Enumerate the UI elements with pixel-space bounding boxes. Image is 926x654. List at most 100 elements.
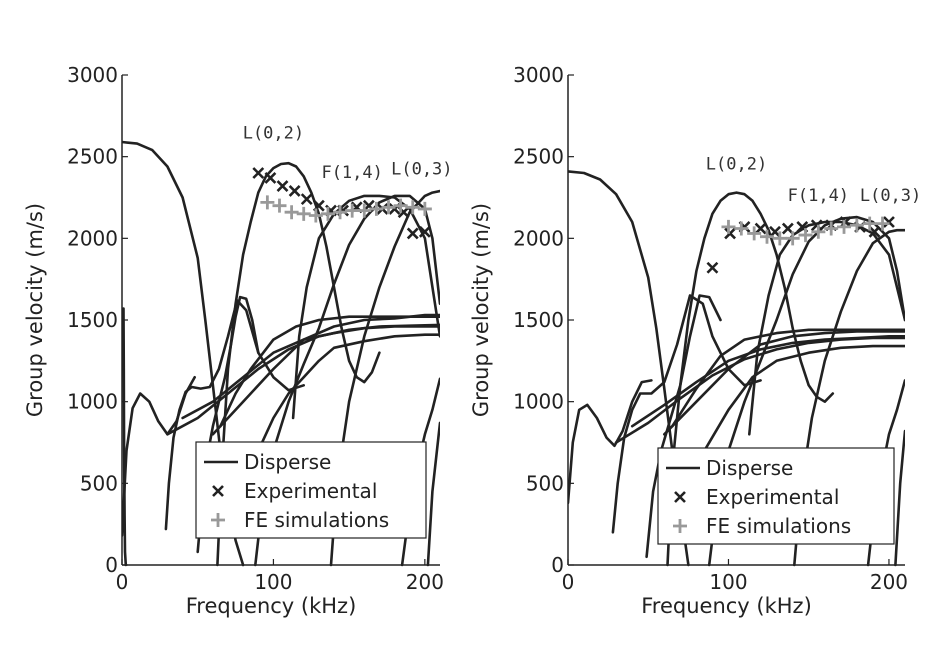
disperse-curve <box>254 194 440 567</box>
experimental-point <box>810 219 823 232</box>
experimental-point <box>300 193 313 206</box>
mode-label: L(0,2) <box>243 124 304 144</box>
disperse-curve <box>568 379 653 505</box>
experimental-point <box>754 222 767 235</box>
y-tick-label: 500 <box>80 471 118 495</box>
chart-right: 0 500 1000 1500 2000 2500 3000 0 100 200 Frequency… <box>469 63 921 618</box>
y-tick-label: 2000 <box>513 226 564 250</box>
legend-entry-label: FE simulations <box>244 508 389 532</box>
fe-simulation-point <box>284 205 299 220</box>
x-tick-label: 0 <box>116 570 129 594</box>
y-axis-label: Group velocity (m/s) <box>469 203 493 417</box>
legend-entry-label: Disperse <box>706 456 793 480</box>
plot-area <box>122 140 440 567</box>
y-tick-label: 1000 <box>513 390 564 414</box>
fe-simulation-point <box>320 206 335 221</box>
disperse-curve <box>894 429 905 567</box>
fe-simulation-point <box>357 203 372 218</box>
legend-entry-label: Disperse <box>244 450 331 474</box>
fe-simulation-point <box>393 198 408 213</box>
fe-simulation-point <box>260 195 275 210</box>
mode-label: L(0,3) <box>860 186 921 206</box>
y-tick-label: 3000 <box>513 63 564 87</box>
legend-x-symbol <box>212 485 224 497</box>
y-tick-label: 0 <box>551 553 564 577</box>
experimental-point <box>252 167 265 179</box>
fe-simulation-point <box>296 206 311 221</box>
experimental-point <box>264 171 277 184</box>
fe-simulation-point <box>772 231 787 246</box>
y-tick-label: 0 <box>105 553 118 577</box>
legend: Disperse Experimental FE simulations <box>657 447 895 545</box>
experimental-point <box>706 261 719 274</box>
y-tick-label: 3000 <box>67 63 118 87</box>
fe-simulation-point <box>345 203 360 218</box>
fe-simulation-point <box>369 201 384 216</box>
fe-simulation-point <box>798 228 813 243</box>
disperse-curve <box>707 215 905 567</box>
x-tick-label: 200 <box>870 570 908 594</box>
experimental-point <box>883 216 895 228</box>
disperse-curve <box>703 344 905 452</box>
y-tick-label: 1500 <box>513 308 564 332</box>
mode-label: F(1,4) <box>321 163 382 183</box>
fe-simulation-point <box>875 216 890 231</box>
x-tick-label: 100 <box>709 570 747 594</box>
x-axis-label: Frequency (kHz) <box>641 594 812 618</box>
mode-label: L(0,3) <box>391 160 452 180</box>
fe-simulation-point <box>747 226 762 241</box>
disperse-curve <box>216 161 381 567</box>
disperse-curve <box>666 191 835 567</box>
disperse-curve <box>671 328 905 428</box>
mode-label: L(0,2) <box>706 155 767 175</box>
y-tick-label: 2500 <box>67 145 118 169</box>
x-axis-label: Frequency (kHz) <box>186 594 357 618</box>
experimental-point <box>769 225 781 238</box>
experimental-point <box>781 222 794 235</box>
experimental-point <box>724 227 737 240</box>
fe-simulation-point <box>862 216 877 231</box>
legend-entry-label: Experimental <box>706 485 839 509</box>
chart-left: 0 500 1000 1500 2000 2500 3000 0 100 200 Frequency… <box>23 63 453 618</box>
experimental-point <box>406 227 419 240</box>
fe-simulation-point <box>721 219 736 234</box>
fe-simulation-point <box>811 224 826 239</box>
legend-x-symbol <box>674 491 686 503</box>
y-tick-label: 2000 <box>67 226 118 250</box>
fe-simulation-point <box>417 201 432 216</box>
fe-simulation-point <box>381 200 396 215</box>
disperse-curve <box>426 421 440 567</box>
disperse-curve <box>122 307 128 567</box>
legend-plus-symbol <box>211 513 225 527</box>
experimental-point <box>288 185 301 197</box>
disperse-curve <box>219 315 440 428</box>
y-tick-label: 2500 <box>513 145 564 169</box>
y-tick-label: 1000 <box>67 390 118 414</box>
fe-simulation-point <box>333 205 348 220</box>
experimental-point <box>839 216 852 228</box>
experimental-point <box>868 225 881 238</box>
x-tick-label: 100 <box>254 570 292 594</box>
fe-simulation-point <box>308 208 323 223</box>
mode-label: F(1,4) <box>788 186 849 206</box>
y-axis-label: Group velocity (m/s) <box>23 203 47 417</box>
disperse-curve <box>257 333 440 452</box>
y-tick-label: 500 <box>526 471 564 495</box>
x-tick-label: 200 <box>406 570 444 594</box>
experimental-point <box>418 225 431 238</box>
fe-simulation-point <box>759 229 774 244</box>
fe-simulation-point <box>405 200 420 215</box>
experimental-point <box>276 180 289 192</box>
legend-entry-label: FE simulations <box>706 514 851 538</box>
legend: Disperse Experimental FE simulations <box>195 441 427 539</box>
fe-simulation-point <box>849 218 864 233</box>
y-tick-label: 1500 <box>67 308 118 332</box>
legend-plus-symbol <box>673 519 687 533</box>
legend-entry-label: Experimental <box>244 479 377 503</box>
fe-simulation-point <box>272 198 287 213</box>
fe-simulation-point <box>837 219 852 234</box>
fe-simulation-point <box>824 221 839 236</box>
x-tick-label: 0 <box>562 570 575 594</box>
fe-simulation-point <box>785 231 800 246</box>
fe-simulation-point <box>734 221 749 236</box>
